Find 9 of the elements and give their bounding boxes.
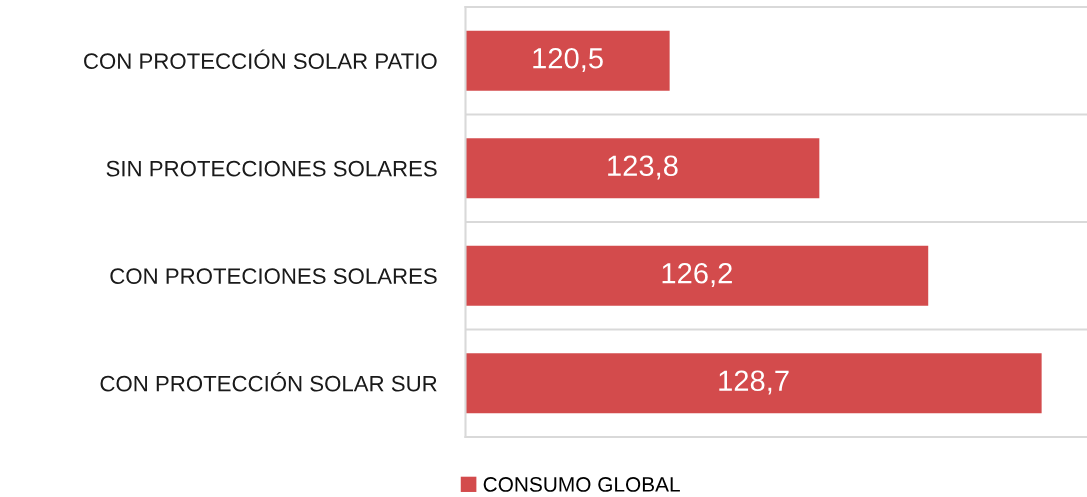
data-label: 128,7 bbox=[719, 370, 789, 395]
data-label: 123,8 bbox=[608, 155, 678, 180]
y-tick-label: CON PROTECCIÓN SOLAR SUR bbox=[100, 372, 437, 392]
y-tick-label: CON PROTECCIÓN SOLAR PATIO bbox=[84, 49, 437, 70]
data-label: 126,2 bbox=[662, 262, 732, 288]
y-tick-label: CON PROTECIONES SOLARES bbox=[110, 268, 437, 285]
y-tick-label: SIN PROTECCIONES SOLARES bbox=[106, 160, 437, 177]
legend-label: CONSUMO GLOBAL bbox=[483, 477, 680, 492]
data-label: 120,5 bbox=[533, 47, 603, 73]
